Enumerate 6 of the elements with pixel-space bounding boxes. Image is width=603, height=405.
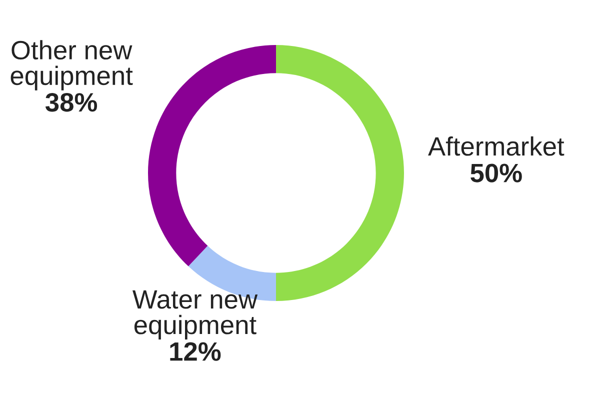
slice-label: Aftermarket <box>428 136 564 156</box>
slice-label: Other new equipment <box>10 40 133 90</box>
slice-label: Water new equipment <box>132 290 258 340</box>
data-label: 38% <box>46 93 98 112</box>
data-label: 12% <box>170 342 221 361</box>
data-label: 50% <box>470 164 522 182</box>
